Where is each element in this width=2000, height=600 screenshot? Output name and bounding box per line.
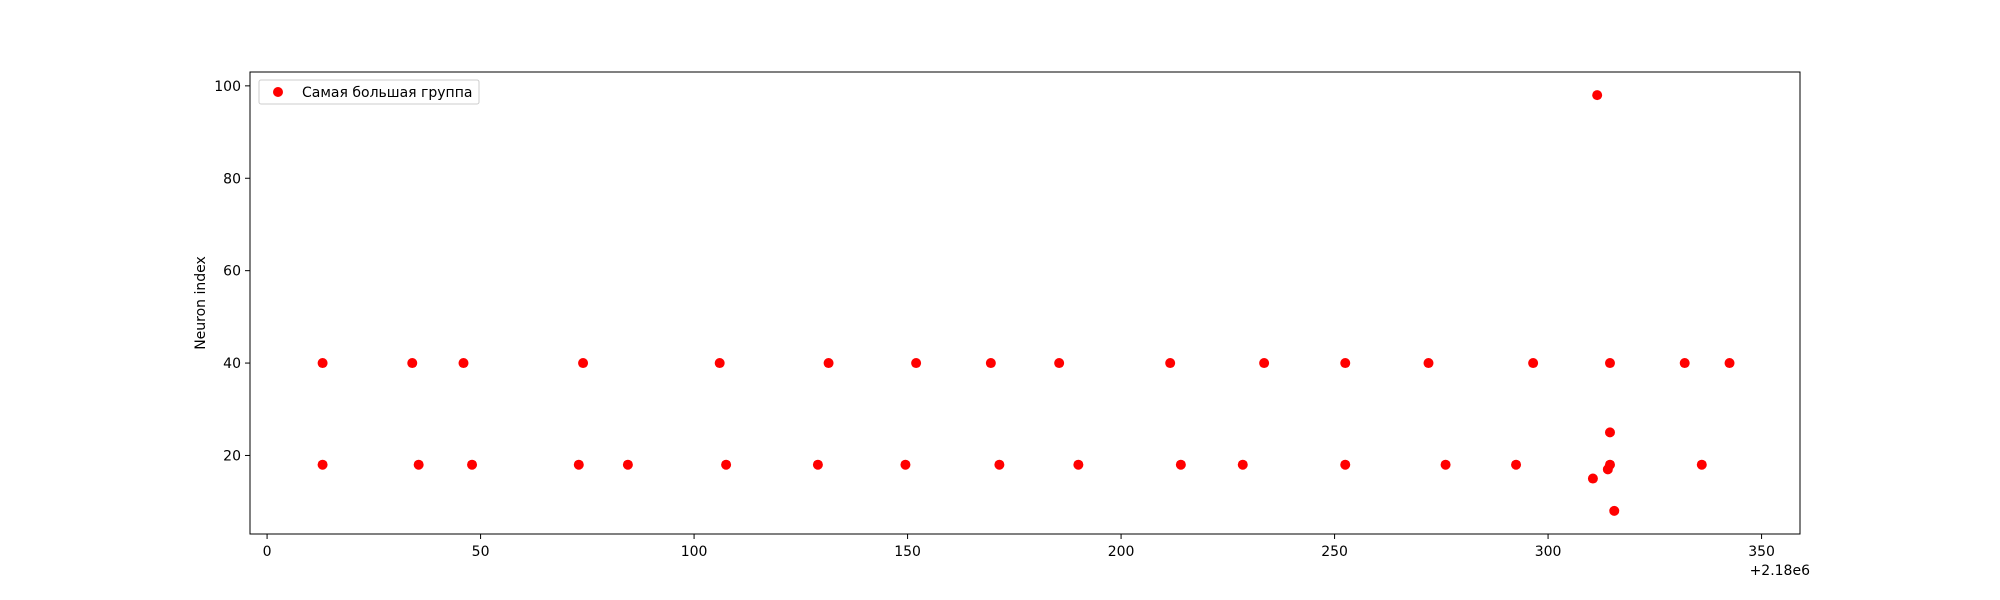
data-point: [317, 358, 328, 369]
data-point: [1724, 358, 1735, 369]
data-point: [985, 358, 996, 369]
data-point: [1440, 459, 1451, 470]
data-point: [467, 459, 478, 470]
data-point: [622, 459, 633, 470]
data-point: [1165, 358, 1176, 369]
data-point: [1423, 358, 1434, 369]
data-points: [317, 90, 1735, 516]
y-axis: 20 40 60 80 100: [214, 79, 250, 464]
x-tick-label: 150: [894, 544, 921, 560]
data-point: [1175, 459, 1186, 470]
legend-marker: [273, 87, 283, 97]
data-point: [1592, 90, 1603, 101]
data-point: [1604, 427, 1615, 438]
data-point: [1511, 459, 1522, 470]
x-tick-label: 50: [472, 544, 490, 560]
data-point: [714, 358, 725, 369]
data-point: [721, 459, 732, 470]
y-tick-label: 20: [223, 448, 241, 464]
x-tick-label: 100: [681, 544, 708, 560]
y-tick-label: 60: [223, 264, 241, 280]
data-point: [1604, 358, 1615, 369]
legend: Самая большая группа: [258, 79, 480, 105]
y-axis-label: Neuron index: [193, 256, 209, 350]
y-tick-label: 40: [223, 356, 241, 372]
y-tick-label: 80: [223, 171, 241, 187]
data-point: [994, 459, 1005, 470]
data-point: [1602, 464, 1613, 475]
data-point: [1259, 358, 1270, 369]
y-tick-label: 100: [214, 79, 241, 95]
data-point: [1696, 459, 1707, 470]
data-point: [812, 459, 823, 470]
data-point: [900, 459, 911, 470]
data-point: [1679, 358, 1690, 369]
data-point: [1528, 358, 1539, 369]
x-tick-label: 0: [263, 544, 272, 560]
legend-label: Самая большая группа: [302, 85, 472, 101]
data-point: [823, 358, 834, 369]
plot-area: [249, 71, 1801, 535]
data-point: [1587, 473, 1598, 484]
x-axis: 0 50 100 150 200 250 300 350: [263, 534, 1775, 560]
legend-box: [258, 79, 480, 105]
data-point: [578, 358, 589, 369]
data-point: [573, 459, 584, 470]
data-point: [413, 459, 424, 470]
data-point: [1340, 459, 1351, 470]
data-point: [407, 358, 418, 369]
data-point: [317, 459, 328, 470]
data-point: [1609, 505, 1620, 516]
data-point: [458, 358, 469, 369]
data-point: [1054, 358, 1065, 369]
data-point: [1340, 358, 1351, 369]
data-point: [1237, 459, 1248, 470]
data-point: [911, 358, 922, 369]
x-tick-label: 350: [1748, 544, 1775, 560]
x-tick-label: 300: [1535, 544, 1562, 560]
x-axis-offset-label: +2.18e6: [1750, 563, 1811, 579]
data-point: [1073, 459, 1084, 470]
x-tick-label: 250: [1321, 544, 1348, 560]
x-tick-label: 200: [1108, 544, 1135, 560]
